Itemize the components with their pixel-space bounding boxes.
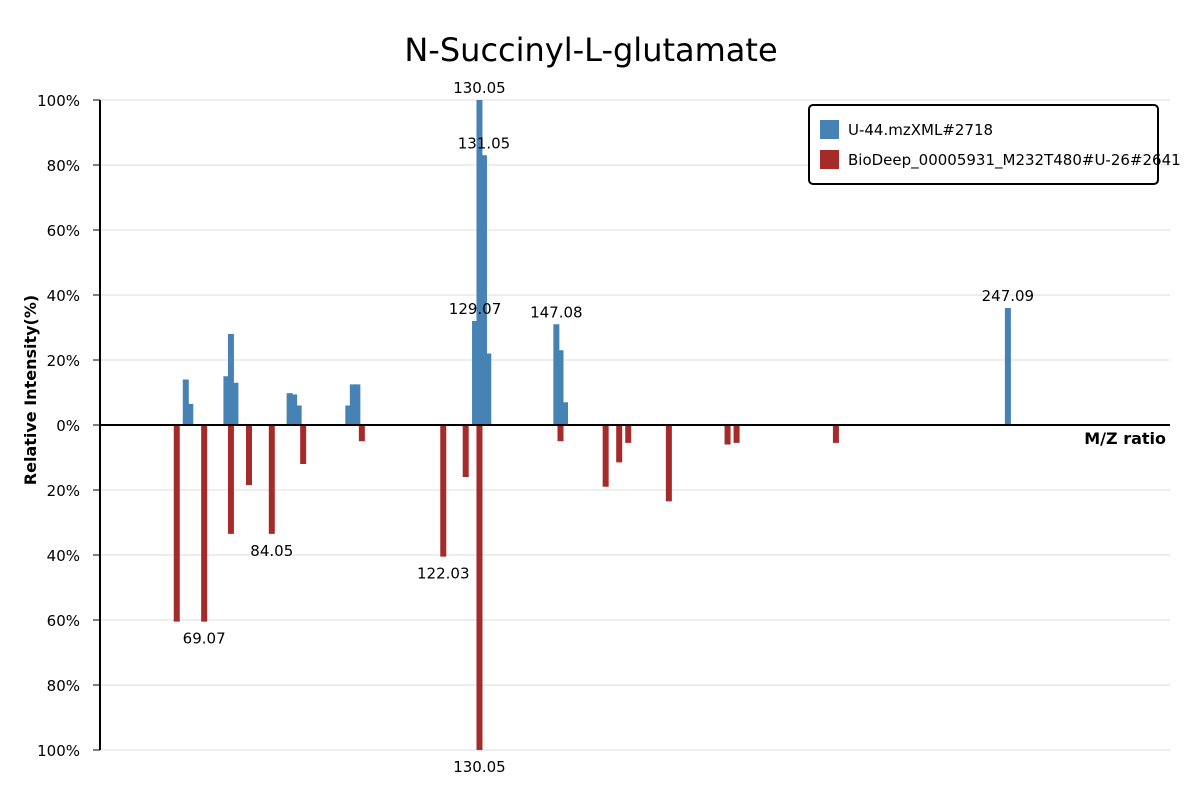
x-axis-title: M/Z ratio (1084, 429, 1166, 448)
y-tick-label-0: 100% (37, 92, 80, 110)
query-bar-6 (291, 394, 298, 425)
reference-bar-17 (832, 425, 839, 443)
query-bar-1 (187, 403, 194, 425)
reference-bar-1 (201, 425, 208, 622)
query-bar-8 (345, 405, 352, 425)
peak-labels: 129.07 130.05 131.05 147.08 247.09 69.07 84.05… (183, 79, 1034, 776)
y-tick-label-3: 40% (47, 287, 80, 305)
chart-title: N-Succinyl-L-glutamate (404, 31, 777, 69)
y-tick-label-5: 0% (56, 417, 80, 435)
y-tick-label-9: 80% (47, 677, 80, 695)
reference-peak-label-7: 122.03 (417, 565, 470, 583)
query-bar-11 (472, 321, 479, 425)
query-peak-label-18: 247.09 (982, 287, 1035, 305)
reference-bar-3 (268, 425, 275, 534)
reference-bar-4 (245, 425, 252, 486)
reference-bar-9 (476, 425, 483, 750)
query-bar-2 (223, 376, 230, 425)
y-tick-label-2: 60% (47, 222, 80, 240)
legend-label-query: U-44.mzXML#2718 (848, 121, 993, 139)
y-tick-label-6: 20% (47, 482, 80, 500)
query-peak-label-15: 147.08 (530, 303, 583, 321)
reference-bar-0 (173, 425, 180, 622)
grid-lines (100, 99, 1170, 751)
y-tick-label-10: 100% (37, 742, 80, 760)
query-bar-4 (232, 382, 239, 425)
bars (173, 100, 1011, 750)
reference-bar-7 (440, 425, 447, 557)
y-axis-title: Relative Intensity(%) (21, 295, 40, 485)
reference-bar-14 (665, 425, 672, 502)
reference-bar-6 (358, 425, 365, 442)
reference-bar-8 (462, 425, 469, 477)
reference-peak-label-3: 84.05 (250, 542, 293, 560)
legend-swatch-query (820, 120, 839, 139)
reference-bar-11 (602, 425, 609, 487)
query-bar-14 (485, 353, 492, 425)
y-tick-label-8: 60% (47, 612, 80, 630)
query-bar-0 (182, 379, 189, 425)
legend: U-44.mzXML#2718 BioDeep_00005931_M232T48… (808, 104, 1181, 185)
reference-peak-label-9: 130.05 (453, 758, 506, 776)
reference-bar-10 (557, 425, 564, 442)
query-bar-18 (1004, 308, 1011, 425)
reference-peak-label-1: 69.07 (183, 630, 226, 648)
reference-bar-16 (733, 425, 740, 443)
query-bar-16 (557, 350, 564, 425)
y-tick-label-4: 20% (47, 352, 80, 370)
query-bar-17 (562, 402, 569, 425)
query-bar-15 (553, 324, 560, 425)
query-bar-9 (349, 384, 356, 425)
query-peak-label-13: 131.05 (458, 134, 511, 152)
legend-swatch-reference (820, 150, 839, 169)
query-bar-12 (476, 100, 483, 425)
reference-bar-2 (227, 425, 234, 534)
axes: 100% 80% 60% 40% 20% 0% 20% 40% 60% 80% 100% (37, 92, 1170, 760)
query-bar-3 (227, 334, 234, 425)
reference-bar-13 (625, 425, 632, 443)
query-bar-10 (354, 384, 361, 425)
query-bar-7 (295, 405, 302, 425)
reference-bar-12 (616, 425, 623, 463)
query-bar-13 (480, 155, 487, 425)
y-tick-label-7: 40% (47, 547, 80, 565)
y-tick-label-1: 80% (47, 157, 80, 175)
query-peak-label-11: 129.07 (449, 300, 502, 318)
reference-bar-5 (300, 425, 307, 464)
query-peak-label-12: 130.05 (453, 79, 506, 97)
query-bar-5 (286, 393, 293, 425)
legend-box (808, 104, 1159, 185)
reference-bar-15 (724, 425, 731, 445)
legend-label-reference: BioDeep_00005931_M232T480#U-26#2641 (848, 151, 1181, 170)
